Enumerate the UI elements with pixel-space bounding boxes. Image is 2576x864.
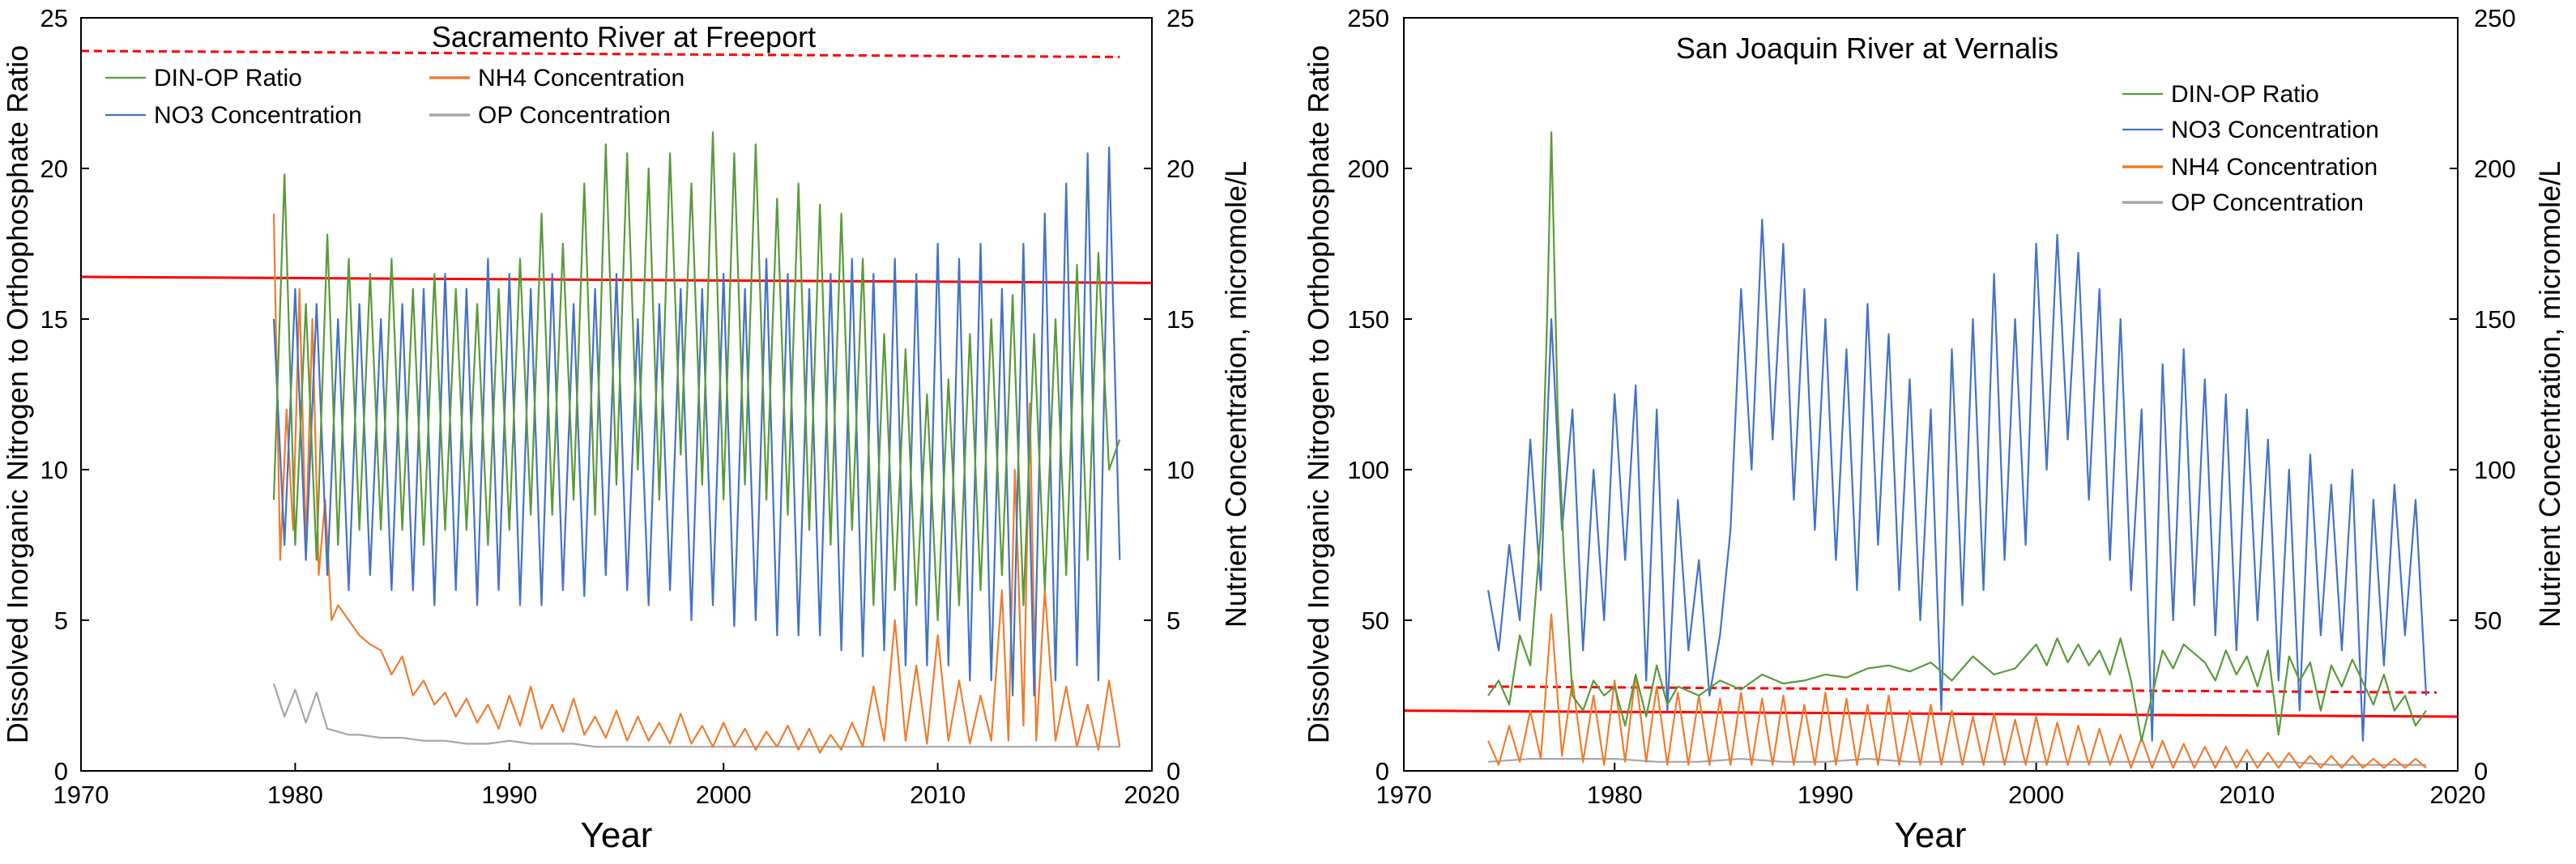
san-joaquin-x-tick-label: 1990 (1798, 781, 1853, 809)
sacramento-plot-frame (80, 17, 1153, 772)
san-joaquin-right-y-tick-label: 50 (2474, 607, 2501, 635)
sacramento-x-tick-label: 2000 (696, 781, 752, 809)
sacramento-left-y-tick-label: 10 (41, 456, 68, 484)
sacramento-left-y-tick-label: 25 (41, 4, 68, 32)
sacramento-x-tick-label: 1980 (267, 781, 323, 809)
sacramento-x-axis-title: Year (581, 815, 653, 855)
sacramento-right-y-tick-label: 5 (1166, 607, 1180, 635)
sacramento-chart: 1970 1980 1990 2000 2010 20200510152025051015… (1, 4, 1252, 855)
sacramento-legend-label-op: OP Concentration (478, 102, 671, 129)
san-joaquin-right-y-tick-label: 150 (2474, 305, 2516, 334)
san-joaquin-right-axis-title: Nutrient Concentration, micromole/L (2533, 161, 2566, 628)
sacramento-right-y-tick-label: 0 (1166, 757, 1180, 785)
sacramento-chart-title: Sacramento River at Freeport (432, 20, 816, 53)
sacramento-reference-line-dashed (80, 49, 1120, 58)
san-joaquin-right-y-tick-label: 0 (2474, 757, 2488, 785)
san-joaquin-plot-frame (1403, 17, 2459, 772)
sacramento-right-y-tick-label: 20 (1166, 155, 1194, 183)
san-joaquin-x-tick-label: 1980 (1587, 781, 1643, 809)
san-joaquin-x-axis-title: Year (1895, 815, 1967, 855)
san-joaquin-left-y-tick-label: 250 (1347, 4, 1389, 32)
san-joaquin-x-tick-label: 2010 (2219, 781, 2275, 809)
san-joaquin-chart: 1970 1980 1990 2000 2010 20200501001502002500… (1302, 4, 2566, 855)
sacramento-right-y-tick-label: 10 (1166, 456, 1194, 484)
san-joaquin-left-y-tick-label: 150 (1347, 305, 1389, 334)
san-joaquin-legend-label-op: OP Concentration (2171, 189, 2364, 216)
sacramento-series-layer (80, 49, 1153, 754)
san-joaquin-left-y-tick-label: 200 (1347, 155, 1389, 183)
san-joaquin-legend-label-no3: NO3 Concentration (2171, 117, 2379, 143)
san-joaquin-legend-label-nh4: NH4 Concentration (2171, 154, 2378, 181)
san-joaquin-x-tick-label: 1970 (1376, 781, 1432, 809)
san-joaquin-legend-label-din-op: DIN-OP Ratio (2171, 81, 2319, 108)
san-joaquin-left-y-tick-label: 50 (1362, 607, 1389, 635)
sacramento-left-y-tick-label: 5 (54, 607, 68, 635)
san-joaquin-right-y-tick-label: 250 (2474, 4, 2516, 32)
san-joaquin-series-op (1488, 757, 2426, 766)
sacramento-x-tick-label: 1970 (53, 781, 109, 809)
san-joaquin-chart-title: San Joaquin River at Vernalis (1676, 32, 2058, 65)
san-joaquin-left-y-tick-label: 0 (1375, 757, 1389, 785)
san-joaquin-left-axis-title: Dissolved Inorganic Nitrogen to Orthopho… (1302, 45, 1335, 744)
sacramento-left-y-tick-label: 15 (41, 305, 68, 334)
sacramento-legend: DIN-OP Ratio NO3 Concentration NH4 Concent… (105, 65, 685, 129)
san-joaquin-left-y-tick-label: 100 (1347, 456, 1389, 484)
sacramento-right-y-tick-label: 25 (1166, 4, 1194, 32)
sacramento-right-y-tick-label: 15 (1166, 305, 1194, 334)
san-joaquin-series-nh4 (1487, 613, 2427, 769)
sacramento-left-y-tick-label: 0 (54, 757, 68, 785)
sacramento-series-nh4 (272, 213, 1121, 754)
sacramento-legend-label-nh4: NH4 Concentration (478, 65, 685, 92)
san-joaquin-series-layer (1403, 131, 2459, 769)
san-joaquin-legend: DIN-OP Ratio NO3 Concentration NH4 Concent… (2122, 81, 2379, 216)
san-joaquin-reference-line-solid (1403, 709, 2459, 718)
sacramento-x-tick-label: 1990 (481, 781, 537, 809)
san-joaquin-series-no3 (1487, 219, 2428, 742)
san-joaquin-x-tick-label: 2000 (2008, 781, 2064, 809)
sacramento-series-din-op (272, 131, 1121, 622)
sacramento-right-axis-title: Nutrient Concentration, micromole/L (1219, 161, 1252, 628)
san-joaquin-right-y-tick-label: 200 (2474, 155, 2516, 183)
san-joaquin-reference-line-dashed (1488, 685, 2437, 694)
sacramento-series-no3 (272, 146, 1121, 697)
sacramento-legend-label-no3: NO3 Concentration (154, 102, 362, 129)
san-joaquin-x-tick-label: 2020 (2430, 781, 2486, 809)
sacramento-legend-label-din-op: DIN-OP Ratio (154, 65, 302, 92)
sacramento-series-op (272, 683, 1120, 748)
sacramento-x-tick-label: 2020 (1124, 781, 1180, 809)
sacramento-left-y-tick-label: 20 (41, 155, 68, 183)
sacramento-left-axis-title: Dissolved Inorganic Nitrogen to Orthopho… (1, 45, 34, 744)
sacramento-x-tick-label: 2010 (910, 781, 966, 809)
san-joaquin-right-y-tick-label: 100 (2474, 456, 2516, 484)
san-joaquin-series-din-op (1487, 131, 2427, 742)
